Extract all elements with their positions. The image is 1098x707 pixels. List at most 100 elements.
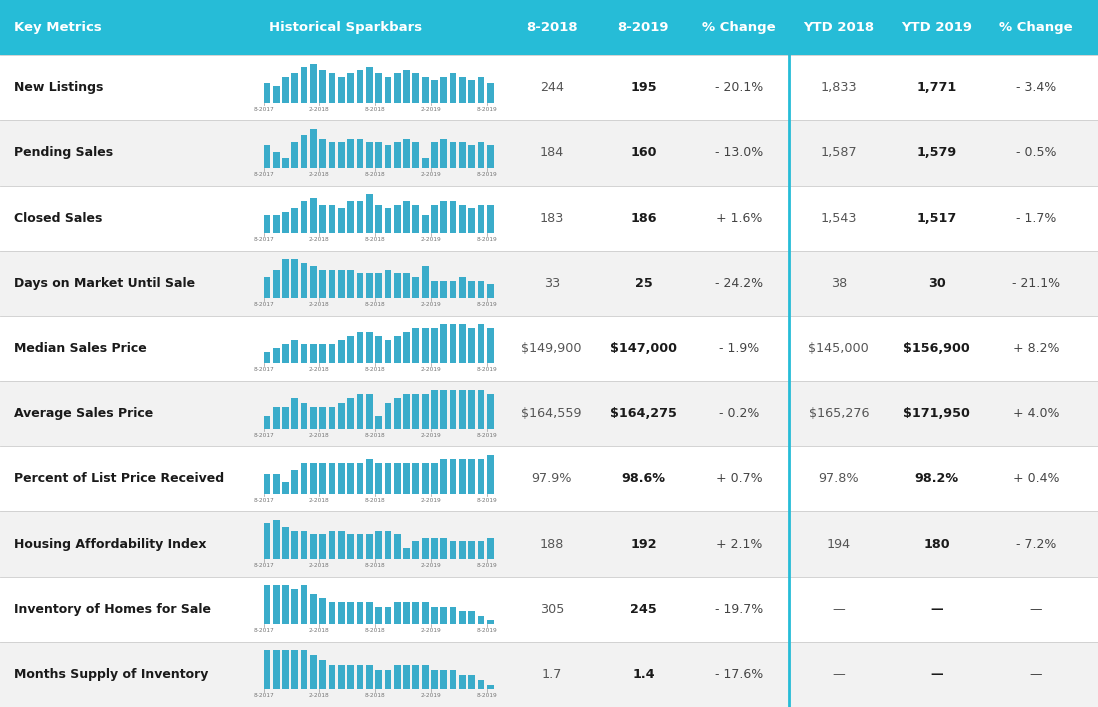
Bar [440, 538, 447, 559]
Bar [282, 212, 289, 233]
Bar [320, 462, 326, 494]
Bar [264, 416, 270, 428]
Bar [478, 281, 484, 298]
Bar [338, 76, 345, 103]
Text: 2-2018: 2-2018 [309, 237, 329, 242]
Bar [376, 462, 382, 494]
Bar [469, 145, 475, 168]
Text: 1,579: 1,579 [917, 146, 956, 159]
Bar [394, 398, 401, 428]
Bar [440, 459, 447, 494]
Bar [357, 534, 363, 559]
Text: 8-2018: 8-2018 [365, 172, 385, 177]
Bar [357, 665, 363, 689]
Bar [310, 267, 317, 298]
Bar [450, 459, 457, 494]
Bar [328, 407, 335, 428]
Text: 38: 38 [831, 277, 847, 290]
Text: 305: 305 [539, 603, 564, 616]
Text: 8-2019: 8-2019 [477, 368, 497, 373]
Bar [301, 462, 307, 494]
Text: $171,950: $171,950 [904, 407, 970, 420]
Bar [413, 328, 419, 363]
Bar [0, 381, 1098, 446]
Text: 8-2019: 8-2019 [477, 498, 497, 503]
Bar [440, 670, 447, 689]
Bar [440, 390, 447, 428]
Bar [384, 209, 391, 233]
Bar [376, 274, 382, 298]
Bar [422, 158, 428, 168]
Bar [301, 650, 307, 689]
Text: 1.4: 1.4 [632, 668, 654, 681]
Bar [440, 201, 447, 233]
Bar [384, 340, 391, 363]
Text: 1,771: 1,771 [917, 81, 956, 94]
Bar [384, 145, 391, 168]
Bar [310, 407, 317, 428]
Bar [422, 76, 428, 103]
Text: 8-2019: 8-2019 [477, 107, 497, 112]
Bar [469, 281, 475, 298]
Bar [264, 352, 270, 363]
Bar [422, 665, 428, 689]
Bar [310, 129, 317, 168]
Bar [366, 194, 372, 233]
Bar [347, 74, 354, 103]
Bar [310, 64, 317, 103]
Bar [422, 267, 428, 298]
Text: Days on Market Until Sale: Days on Market Until Sale [14, 277, 195, 290]
Bar [478, 204, 484, 233]
Text: 8-2018: 8-2018 [365, 694, 385, 699]
Text: 2-2019: 2-2019 [421, 303, 441, 308]
Text: 2-2018: 2-2018 [309, 303, 329, 308]
Text: - 13.0%: - 13.0% [715, 146, 763, 159]
Bar [338, 602, 345, 624]
Bar [0, 577, 1098, 642]
Bar [338, 530, 345, 559]
Text: 2-2019: 2-2019 [421, 107, 441, 112]
Text: 244: 244 [540, 81, 563, 94]
Text: 8-2017: 8-2017 [254, 629, 273, 633]
Bar [320, 598, 326, 624]
Bar [394, 142, 401, 168]
Text: 8-2018: 8-2018 [365, 629, 385, 633]
Text: 30: 30 [928, 277, 945, 290]
Text: 8-2019: 8-2019 [477, 433, 497, 438]
Bar [347, 201, 354, 233]
Bar [459, 325, 466, 363]
Bar [366, 534, 372, 559]
Bar [394, 665, 401, 689]
Bar [459, 142, 466, 168]
Bar [328, 462, 335, 494]
Bar [376, 670, 382, 689]
Bar [272, 407, 280, 428]
Bar [450, 325, 457, 363]
Bar [310, 594, 317, 624]
Text: - 7.2%: - 7.2% [1016, 537, 1056, 551]
Text: - 20.1%: - 20.1% [715, 81, 763, 94]
Bar [347, 139, 354, 168]
Bar [422, 538, 428, 559]
Bar [357, 70, 363, 103]
Bar [282, 407, 289, 428]
Bar [0, 511, 1098, 577]
Bar [328, 204, 335, 233]
Text: Pending Sales: Pending Sales [14, 146, 113, 159]
Bar [328, 602, 335, 624]
Bar [272, 650, 280, 689]
Text: 1,517: 1,517 [917, 211, 956, 225]
Bar [440, 325, 447, 363]
Text: —: — [930, 603, 943, 616]
Text: $147,000: $147,000 [609, 342, 677, 355]
Bar [0, 185, 1098, 251]
Bar [376, 74, 382, 103]
Bar [291, 530, 299, 559]
Bar [320, 70, 326, 103]
Text: 2-2018: 2-2018 [309, 433, 329, 438]
Bar [272, 585, 280, 624]
Text: Average Sales Price: Average Sales Price [14, 407, 154, 420]
Bar [413, 394, 419, 428]
Bar [0, 55, 1098, 120]
Bar [291, 74, 299, 103]
